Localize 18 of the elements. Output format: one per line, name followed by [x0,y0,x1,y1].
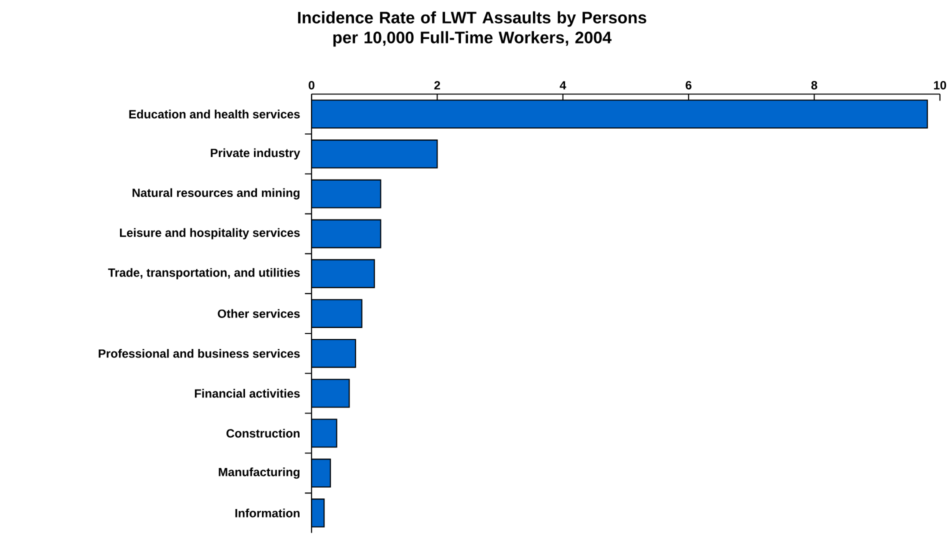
y-tick-label: Information [235,508,300,518]
x-tick-label: 8 [811,80,818,90]
x-tick-label: 2 [434,80,440,90]
x-tick-label: 10 [934,80,946,90]
y-tick-label: Professional and business services [98,348,300,358]
y-tick-label: Leisure and hospitality services [120,228,300,240]
y-tick-label: Construction [226,428,300,438]
y-tick-label: Natural resources and mining [132,188,300,200]
x-tick-label: 6 [686,80,692,90]
chart-title: Incidence Rate of LWT Assaults by Persons per 10,000 Full-Time Workers, 2004 [298,11,646,46]
y-tick-label: Other services [218,309,300,318]
y-tick-label: Manufacturing [218,467,300,479]
y-tick-label: Financial activities [194,388,300,398]
x-tick-label: 4 [560,81,566,90]
y-tick-label: Trade, transportation, and utilities [108,268,300,280]
x-tick-label: 0 [308,80,314,90]
y-tick-label: Education and health services [129,110,300,118]
y-tick-label: Private industry [210,148,300,160]
